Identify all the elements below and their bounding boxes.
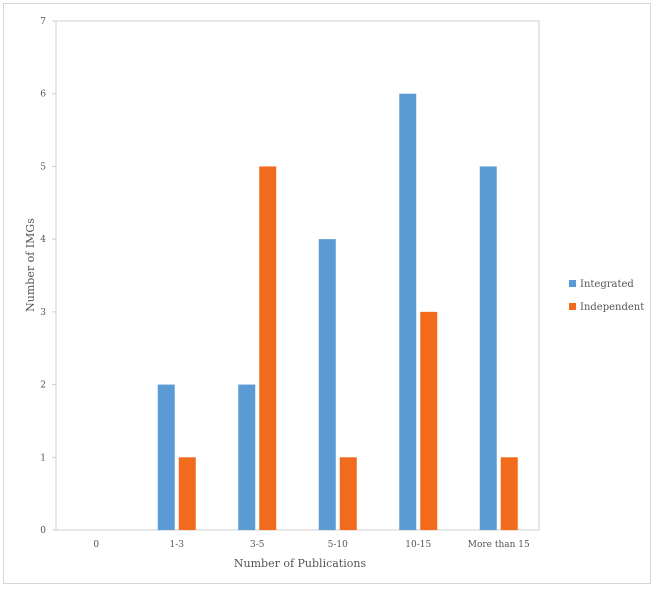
plot-area [55, 20, 540, 531]
x-tick-label: More than 15 [468, 540, 530, 550]
y-axis-title: Number of IMGs [24, 218, 37, 312]
x-tick-label: 10-15 [405, 540, 431, 550]
bar-integrated-1-3 [157, 384, 175, 530]
bar-integrated-10-15 [399, 93, 417, 530]
bar-integrated-5-10 [318, 239, 336, 530]
bars [157, 93, 518, 530]
bar-independent-3-5 [259, 166, 277, 530]
bar-integrated-3-5 [238, 384, 256, 530]
legend-swatch-independent [569, 303, 576, 310]
x-tick-label: 1-3 [170, 540, 185, 550]
plot-border [55, 20, 540, 531]
bar-independent-more-than-15 [500, 457, 518, 530]
y-tick-label: 4 [40, 235, 46, 245]
y-tick-label: 7 [40, 17, 46, 27]
y-tick-label: 6 [40, 90, 46, 100]
legend: Integrated Independent [569, 279, 644, 313]
y-tick-label: 3 [40, 308, 46, 318]
legend-swatch-integrated [569, 280, 576, 287]
x-tick-label: 5-10 [328, 540, 348, 550]
y-tick-label: 5 [40, 162, 46, 172]
legend-label-integrated: Integrated [580, 279, 634, 290]
bar-independent-10-15 [420, 311, 438, 530]
bar-integrated-more-than-15 [479, 166, 497, 530]
bar-independent-1-3 [178, 457, 196, 530]
bar-independent-5-10 [339, 457, 357, 530]
x-axis-title: Number of Publications [234, 557, 367, 570]
x-axis-ticks: 0 1-3 3-5 5-10 10-15 More than 15 [93, 540, 530, 550]
y-tick-label: 0 [40, 526, 46, 536]
x-tick-label: 0 [93, 540, 99, 550]
legend-label-independent: Independent [580, 302, 644, 313]
x-tick-label: 3-5 [250, 540, 265, 550]
y-axis-ticks: 0 1 2 3 4 5 6 7 [40, 17, 56, 536]
y-tick-label: 2 [40, 381, 46, 391]
y-tick-label: 1 [40, 453, 46, 463]
